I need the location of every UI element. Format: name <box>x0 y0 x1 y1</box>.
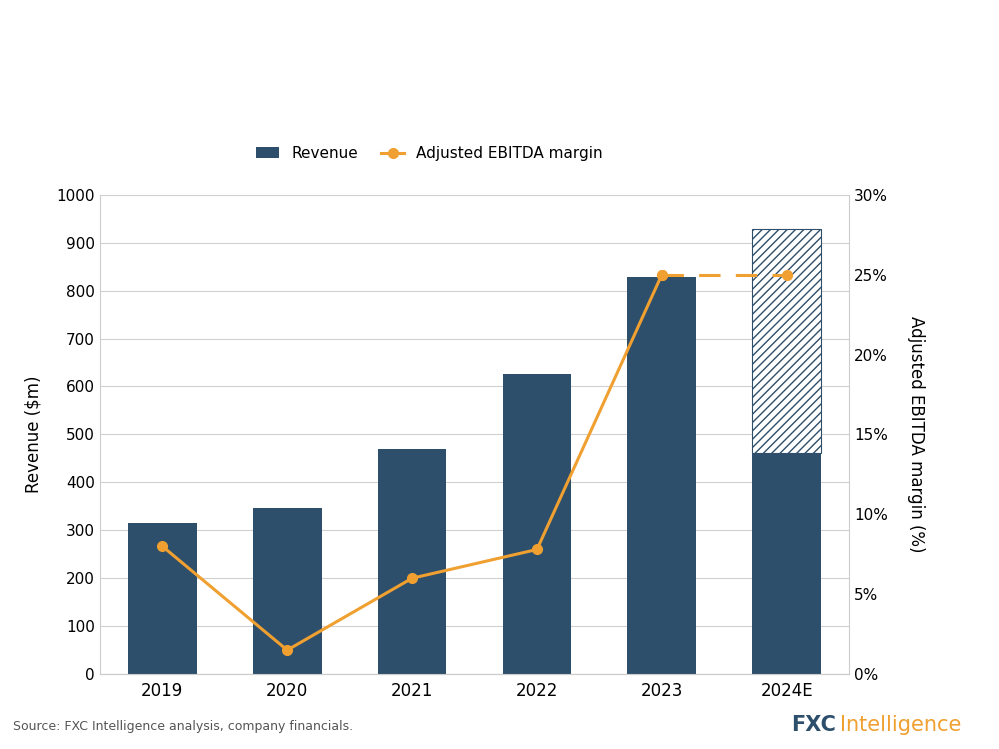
Y-axis label: Revenue ($m): Revenue ($m) <box>25 376 43 493</box>
Bar <box>253 509 322 674</box>
Bar <box>128 523 197 674</box>
Text: Intelligence: Intelligence <box>839 715 961 735</box>
Legend: Revenue, Adjusted EBITDA margin: Revenue, Adjusted EBITDA margin <box>250 140 609 167</box>
Bar <box>502 374 571 674</box>
Bar <box>752 229 821 452</box>
Bar <box>378 449 447 674</box>
Bar <box>752 452 821 674</box>
Text: Source: FXC Intelligence analysis, company financials.: Source: FXC Intelligence analysis, compa… <box>13 721 353 733</box>
Y-axis label: Adjusted EBITDA margin (%): Adjusted EBITDA margin (%) <box>907 316 925 553</box>
Bar <box>627 277 696 674</box>
Text: FXC: FXC <box>791 715 836 735</box>
Text: Payoneer revenue and adjusted EBITDA margin, 2019-2023 and 2024E: Payoneer revenue and adjusted EBITDA mar… <box>13 94 652 112</box>
Text: Payoneer increases FY 2024 revenue, EBITDA guidance again: Payoneer increases FY 2024 revenue, EBIT… <box>13 31 879 55</box>
